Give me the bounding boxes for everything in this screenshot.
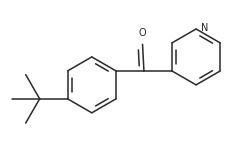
- Text: N: N: [200, 23, 208, 33]
- Text: O: O: [138, 28, 146, 38]
